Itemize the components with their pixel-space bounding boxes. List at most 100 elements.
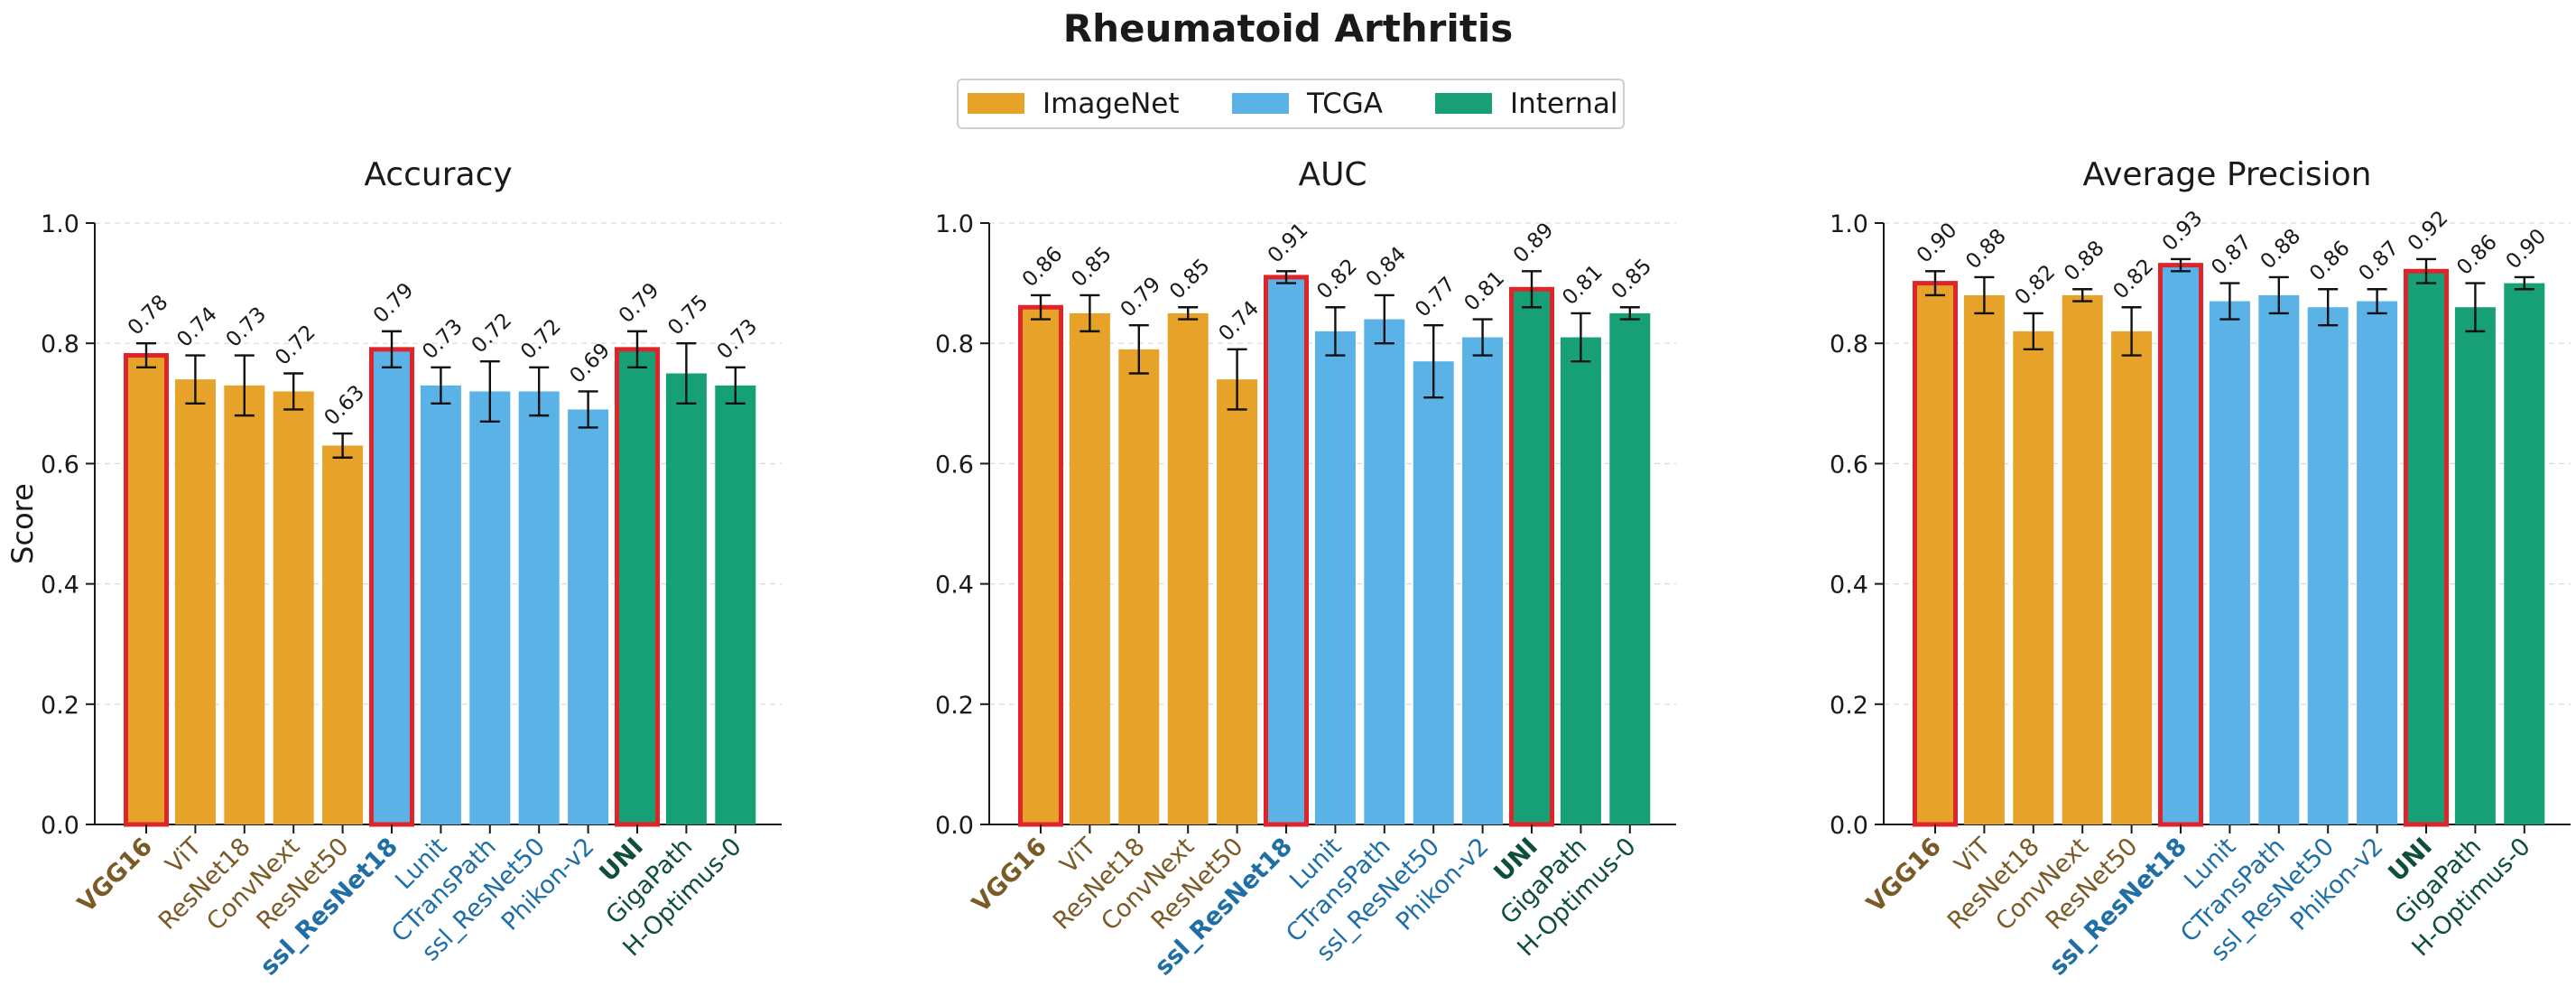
data-label: 0.87 xyxy=(2207,230,2256,280)
data-label: 0.72 xyxy=(468,309,517,358)
y-axis-label: Score xyxy=(5,483,40,564)
bar-convnext xyxy=(2062,294,2103,824)
data-label: 0.77 xyxy=(1411,273,1460,322)
y-tick-label: 0.8 xyxy=(41,331,79,358)
panel-title: Accuracy xyxy=(364,156,512,193)
bar-ssl_resnet18 xyxy=(2158,263,2203,827)
bar-ssl_resnet18 xyxy=(1264,275,1309,827)
y-tick-label: 0.0 xyxy=(41,812,79,840)
y-tick-label: 1.0 xyxy=(1830,210,1868,238)
legend-label-internal: Internal xyxy=(1510,88,1617,120)
bar-gigapath xyxy=(2454,307,2496,824)
data-label: 0.79 xyxy=(369,279,419,329)
bar-lunit xyxy=(420,385,461,824)
data-label: 0.73 xyxy=(713,314,763,364)
data-label: 0.75 xyxy=(663,291,713,340)
y-tick-label: 0.2 xyxy=(41,692,79,720)
bar-ctranspath xyxy=(1364,319,1405,824)
chart-panels: Accuracy 0.0 0.2 0.4 0.6 0.8 1.0 Score 0.78 VGG16… xyxy=(5,156,2571,981)
data-label: 0.74 xyxy=(1214,297,1264,347)
y-tick-label: 0.6 xyxy=(41,451,79,479)
y-tick-label: 0.8 xyxy=(1830,331,1868,358)
data-label: 0.92 xyxy=(2404,207,2453,256)
data-label: 0.72 xyxy=(271,321,320,370)
legend-label-tcga: TCGA xyxy=(1306,88,1383,120)
bar-gigapath xyxy=(1560,337,1601,824)
bar-uni xyxy=(615,347,660,827)
data-label: 0.72 xyxy=(516,314,566,364)
bar-vit xyxy=(174,379,216,824)
data-label: 0.86 xyxy=(2305,237,2355,286)
y-tick-label: 0.2 xyxy=(935,692,974,720)
data-label: 0.88 xyxy=(2256,225,2306,275)
bar-ssl_resnet50 xyxy=(2307,307,2349,824)
y-tick-label: 0.4 xyxy=(41,572,79,600)
bar-vit xyxy=(1069,312,1110,824)
bar-resnet18 xyxy=(224,385,265,824)
x-tick-label: VGG16 xyxy=(967,833,1052,918)
data-label: 0.86 xyxy=(2452,230,2502,280)
y-tick-label: 0.8 xyxy=(935,331,974,358)
bar-vit xyxy=(1963,294,2005,824)
legend-swatch-internal xyxy=(1435,93,1492,114)
bar-resnet50 xyxy=(322,445,364,824)
data-label: 0.82 xyxy=(2108,255,2158,304)
data-label: 0.69 xyxy=(565,339,615,388)
bar-resnet50 xyxy=(1217,379,1258,824)
bar-ssl_resnet50 xyxy=(518,391,560,824)
legend-label-imagenet: ImageNet xyxy=(1042,88,1180,120)
bar-resnet18 xyxy=(2013,331,2054,824)
bar-phikon-v2 xyxy=(568,409,609,824)
data-label: 0.79 xyxy=(1117,273,1166,322)
bar-h-optimus-0 xyxy=(715,385,756,824)
data-label: 0.91 xyxy=(1264,219,1313,268)
bar-h-optimus-0 xyxy=(2504,283,2545,825)
data-label: 0.88 xyxy=(1961,225,2011,275)
x-tick-label: VGG16 xyxy=(1861,833,1947,918)
data-label: 0.90 xyxy=(1913,219,1962,268)
data-label: 0.85 xyxy=(1067,243,1117,293)
bar-ctranspath xyxy=(469,391,511,824)
panel-title: Average Precision xyxy=(2083,156,2372,193)
data-label: 0.73 xyxy=(222,303,272,352)
legend-swatch-imagenet xyxy=(968,93,1024,114)
x-tick-label: VGG16 xyxy=(72,833,158,918)
data-label: 0.84 xyxy=(1362,243,1412,293)
data-label: 0.74 xyxy=(172,303,222,352)
bar-h-optimus-0 xyxy=(1609,312,1651,824)
data-label: 0.81 xyxy=(1459,266,1509,316)
bar-ssl_resnet18 xyxy=(369,347,414,827)
bar-resnet18 xyxy=(1118,349,1160,824)
data-label: 0.87 xyxy=(2354,237,2404,286)
chart-panel-1: Accuracy 0.0 0.2 0.4 0.6 0.8 1.0 Score 0.78 VGG16… xyxy=(5,156,782,981)
data-label: 0.86 xyxy=(1018,243,1068,293)
bar-phikon-v2 xyxy=(2357,301,2398,825)
legend: ImageNet TCGA Internal xyxy=(957,79,1625,129)
data-label: 0.78 xyxy=(124,291,173,340)
y-tick-label: 0.0 xyxy=(1830,812,1868,840)
y-tick-label: 1.0 xyxy=(935,210,974,238)
y-tick-label: 0.4 xyxy=(1830,572,1868,600)
y-tick-label: 0.6 xyxy=(1830,451,1868,479)
bar-phikon-v2 xyxy=(1462,337,1504,824)
figure-title: Rheumatoid Arthritis xyxy=(1063,6,1514,51)
bar-ssl_resnet50 xyxy=(1413,361,1454,824)
bar-gigapath xyxy=(665,373,707,824)
y-tick-label: 0.6 xyxy=(935,451,974,479)
chart-panel-2: AUC0.00.20.40.60.81.00.86VGG160.85ViT0.7… xyxy=(935,156,1676,981)
data-label: 0.82 xyxy=(1312,255,1362,304)
data-label: 0.90 xyxy=(2502,225,2552,275)
data-label: 0.81 xyxy=(1558,261,1608,311)
data-label: 0.93 xyxy=(2158,207,2208,256)
data-label: 0.85 xyxy=(1608,255,1657,304)
bar-vgg16 xyxy=(124,353,169,827)
bar-uni xyxy=(1509,286,1554,827)
data-label: 0.73 xyxy=(418,314,468,364)
legend-swatch-tcga xyxy=(1232,93,1289,114)
bar-uni xyxy=(2404,268,2449,827)
bar-resnet50 xyxy=(2111,331,2153,824)
bar-ctranspath xyxy=(2258,294,2300,824)
data-label: 0.63 xyxy=(320,381,369,431)
y-tick-label: 0.2 xyxy=(1830,692,1868,720)
